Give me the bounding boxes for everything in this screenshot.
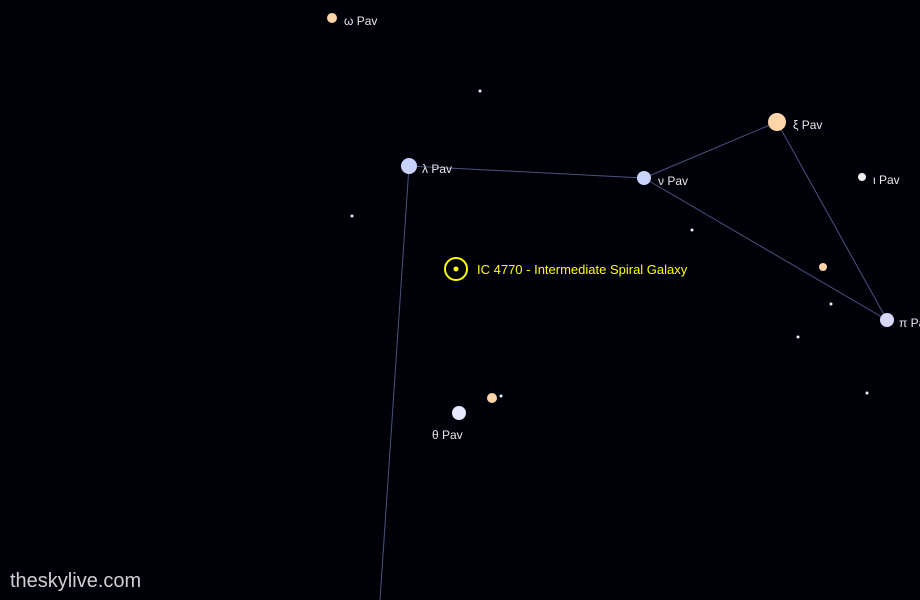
star-label-theta-pav: θ Pav <box>432 428 463 442</box>
constellation-line <box>380 166 409 600</box>
star-minor-9 <box>500 395 503 398</box>
star-minor-5 <box>797 336 800 339</box>
watermark: theskylive.com <box>10 570 141 593</box>
star-label-pi-pav: π Pav <box>899 316 920 330</box>
star-omega-pav <box>327 13 337 23</box>
star-minor-6 <box>819 263 827 271</box>
star-label-nu-pav: ν Pav <box>658 174 688 188</box>
constellation-line <box>644 122 777 178</box>
star-label-iota-pav: ι Pav <box>873 173 900 187</box>
constellation-line <box>644 178 887 320</box>
star-xi-pav <box>768 113 786 131</box>
star-pi-pav <box>880 313 894 327</box>
star-minor-1 <box>351 215 354 218</box>
star-lambda-pav <box>401 158 417 174</box>
star-minor-8 <box>866 392 869 395</box>
star-minor-7 <box>830 303 833 306</box>
star-label-xi-pav: ξ Pav <box>793 118 822 132</box>
star-minor-2 <box>479 90 482 93</box>
constellation-line <box>777 122 887 320</box>
target-label: IC 4770 - Intermediate Spiral Galaxy <box>477 262 687 277</box>
star-nu-pav <box>637 171 651 185</box>
star-minor-4 <box>691 229 694 232</box>
target-dot <box>454 267 459 272</box>
star-label-omega-pav: ω Pav <box>344 14 377 28</box>
constellation-lines <box>0 0 920 600</box>
star-label-lambda-pav: λ Pav <box>422 162 452 176</box>
star-minor-3 <box>487 393 497 403</box>
star-theta-pav <box>452 406 466 420</box>
star-iota-pav <box>858 173 866 181</box>
